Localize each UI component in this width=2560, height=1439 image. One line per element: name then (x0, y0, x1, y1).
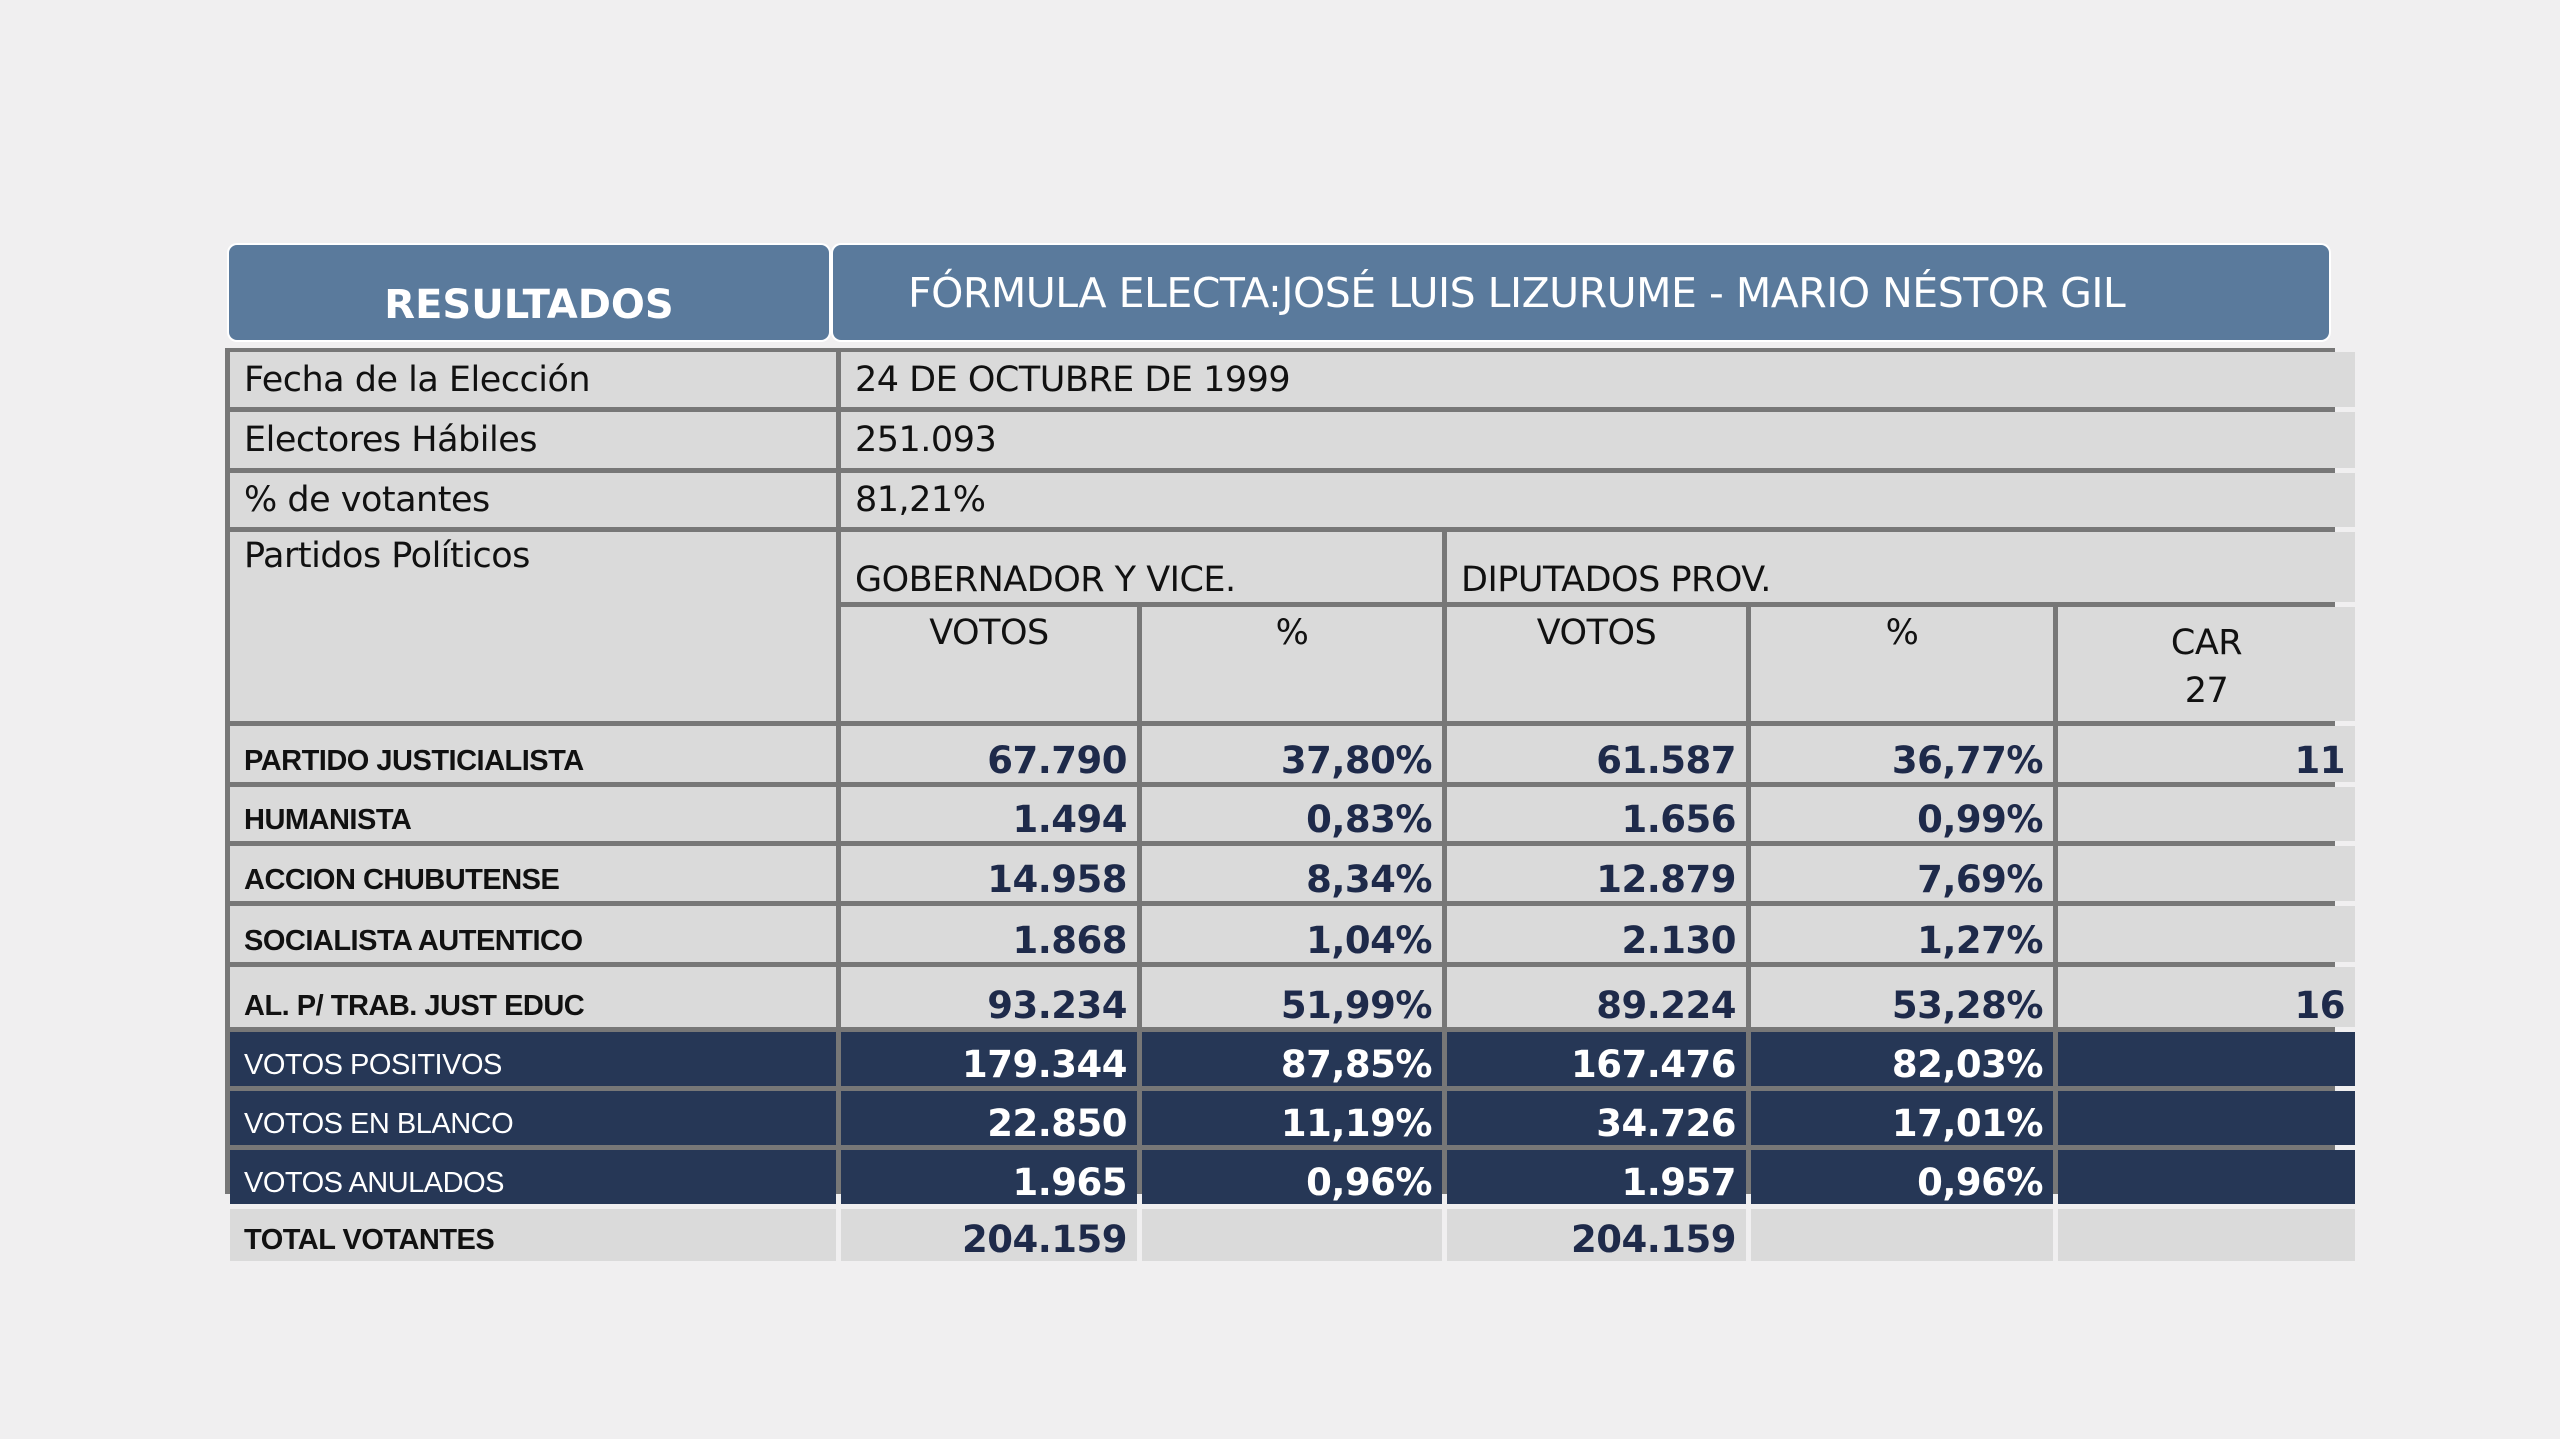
row-gov-votes: 179.344 (841, 1032, 1137, 1086)
row-car-seats (2058, 846, 2355, 901)
results-title: RESULTADOS (384, 282, 674, 328)
row-party-name: HUMANISTA (230, 787, 836, 841)
row-party-name: VOTOS EN BLANCO (230, 1091, 836, 1145)
parties-header: Partidos Políticos (230, 532, 836, 721)
row-gov-pct: 0,96% (1142, 1150, 1442, 1204)
row-car-seats: 16 (2058, 967, 2355, 1027)
row-dip-votes: 204.159 (1447, 1209, 1746, 1261)
row-car-seats: 11 (2058, 726, 2355, 782)
row-party-name: PARTIDO JUSTICIALISTA (230, 726, 836, 782)
row-gov-pct: 51,99% (1142, 967, 1442, 1027)
dip-votes-label: VOTOS (1536, 613, 1657, 653)
row-gov-pct (1142, 1209, 1442, 1261)
dip-votes-header: VOTOS (1447, 607, 1746, 721)
row-party-name: AL. P/ TRAB. JUST EDUC (230, 967, 836, 1027)
row-dip-votes: 89.224 (1447, 967, 1746, 1027)
row-gov-votes: 1.965 (841, 1150, 1137, 1204)
row-gov-votes: 204.159 (841, 1209, 1137, 1261)
results-header: RESULTADOS (229, 245, 829, 340)
row-dip-pct: 0,99% (1751, 787, 2053, 841)
dip-pct-header: % (1751, 607, 2053, 721)
deputies-group-header: DIPUTADOS PROV. (1447, 532, 2355, 602)
row-dip-pct: 0,96% (1751, 1150, 2053, 1204)
row-gov-votes: 67.790 (841, 726, 1137, 782)
row-gov-pct: 37,80% (1142, 726, 1442, 782)
row-party-name: VOTOS POSITIVOS (230, 1032, 836, 1086)
row-dip-pct: 53,28% (1751, 967, 2053, 1027)
row-dip-pct: 17,01% (1751, 1091, 2053, 1145)
row-gov-votes: 14.958 (841, 846, 1137, 901)
gov-votes-header: VOTOS (841, 607, 1137, 721)
row-gov-votes: 93.234 (841, 967, 1137, 1027)
row-car-seats (2058, 1209, 2355, 1261)
info-label-electors: Electores Hábiles (230, 412, 836, 468)
info-label-date: Fecha de la Elección (230, 352, 836, 407)
dip-pct-label: % (1885, 613, 1919, 653)
row-dip-votes: 1.656 (1447, 787, 1746, 841)
row-dip-pct: 82,03% (1751, 1032, 2053, 1086)
row-dip-votes: 2.130 (1447, 906, 1746, 962)
row-dip-pct: 1,27% (1751, 906, 2053, 962)
info-value-electors: 251.093 (841, 412, 2355, 468)
car-header: CAR 27 (2058, 607, 2355, 721)
row-gov-pct: 8,34% (1142, 846, 1442, 901)
row-dip-votes: 34.726 (1447, 1091, 1746, 1145)
row-dip-votes: 12.879 (1447, 846, 1746, 901)
results-table: Fecha de la Elección 24 DE OCTUBRE DE 19… (225, 348, 2355, 1261)
row-dip-pct (1751, 1209, 2053, 1261)
row-gov-pct: 0,83% (1142, 787, 1442, 841)
row-car-seats (2058, 1032, 2355, 1086)
gov-pct-label: % (1275, 613, 1309, 653)
row-gov-votes: 22.850 (841, 1091, 1137, 1145)
row-dip-votes: 61.587 (1447, 726, 1746, 782)
row-party-name: TOTAL VOTANTES (230, 1209, 836, 1261)
gov-votes-label: VOTOS (929, 613, 1049, 653)
car-label: CAR (2170, 623, 2243, 663)
gov-pct-header: % (1142, 607, 1442, 721)
row-party-name: ACCION CHUBUTENSE (230, 846, 836, 901)
formula-title: FÓRMULA ELECTA:JOSÉ LUIS LIZURUME - MARI… (908, 268, 2126, 317)
row-gov-votes: 1.494 (841, 787, 1137, 841)
car-total: 27 (2184, 671, 2229, 711)
info-label-turnout: % de votantes (230, 473, 836, 527)
row-car-seats (2058, 906, 2355, 962)
row-gov-pct: 11,19% (1142, 1091, 1442, 1145)
row-party-name: VOTOS ANULADOS (230, 1150, 836, 1204)
row-dip-votes: 167.476 (1447, 1032, 1746, 1086)
row-party-name: SOCIALISTA AUTENTICO (230, 906, 836, 962)
row-dip-pct: 36,77% (1751, 726, 2053, 782)
info-value-turnout: 81,21% (841, 473, 2355, 527)
row-gov-pct: 1,04% (1142, 906, 1442, 962)
formula-header: FÓRMULA ELECTA:JOSÉ LUIS LIZURUME - MARI… (833, 245, 2329, 340)
row-car-seats (2058, 787, 2355, 841)
row-car-seats (2058, 1150, 2355, 1204)
row-dip-pct: 7,69% (1751, 846, 2053, 901)
row-dip-votes: 1.957 (1447, 1150, 1746, 1204)
row-gov-votes: 1.868 (841, 906, 1137, 962)
governor-group-header: GOBERNADOR Y VICE. (841, 532, 1442, 602)
info-value-date: 24 DE OCTUBRE DE 1999 (841, 352, 2355, 407)
row-gov-pct: 87,85% (1142, 1032, 1442, 1086)
row-car-seats (2058, 1091, 2355, 1145)
